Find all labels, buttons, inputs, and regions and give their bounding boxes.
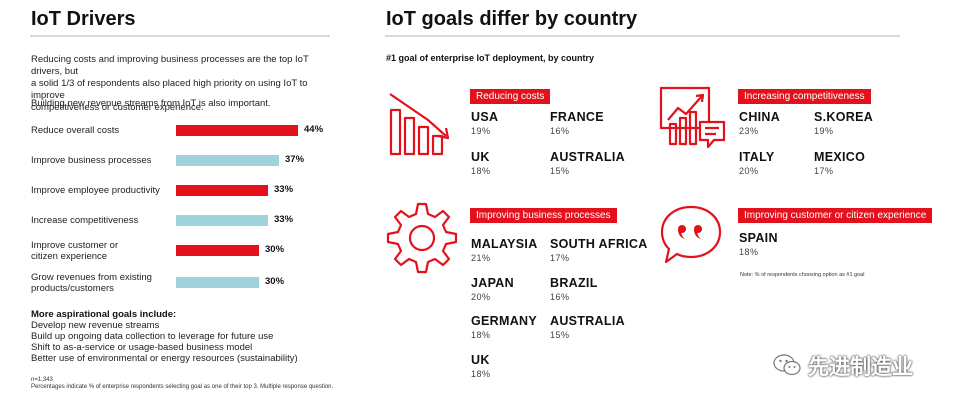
bar-category-label-line: Improve employee productivity bbox=[31, 185, 160, 196]
rising-chart-icon bbox=[659, 86, 726, 149]
country-pct: 23% bbox=[739, 126, 759, 136]
list-item: Shift to as-a-service or usage-based bus… bbox=[31, 342, 253, 353]
intro-paragraph-2: Building new revenue streams from IoT is… bbox=[31, 98, 271, 109]
country-name: GERMANY bbox=[471, 314, 537, 328]
bar-category-label: Improve customer or citizen experience bbox=[31, 240, 118, 262]
group-tag-reducing-costs: Reducing costs bbox=[470, 89, 551, 104]
more-goals-title: More aspirational goals include: bbox=[31, 309, 177, 320]
intro-line: a solid 1/3 of respondents also placed h… bbox=[31, 78, 308, 101]
bar-value-label: 30% bbox=[265, 276, 285, 287]
footnote: Percentages indicate % of enterprise res… bbox=[31, 384, 334, 390]
list-item: Better use of environmental or energy re… bbox=[31, 353, 298, 364]
country-name: FRANCE bbox=[550, 110, 604, 124]
bar bbox=[176, 245, 259, 256]
bar bbox=[176, 215, 268, 226]
group-tag-improving-business-processes: Improving business processes bbox=[470, 208, 617, 223]
bar-category-label-line: Improve customer or bbox=[31, 240, 119, 251]
bar-value-label: 44% bbox=[304, 124, 324, 135]
bar-category-label: Increase competitiveness bbox=[31, 215, 138, 226]
country-pct: 18% bbox=[471, 166, 491, 176]
country-name: SOUTH AFRICA bbox=[550, 237, 648, 251]
intro-line: competitiveness or customer experience. bbox=[31, 102, 204, 113]
group-tag-increasing-competitiveness: Increasing competitiveness bbox=[738, 89, 871, 104]
country-pct: 18% bbox=[471, 369, 491, 379]
bar-value-label: 33% bbox=[274, 214, 294, 225]
right-subtitle: #1 goal of enterprise IoT deployment, by… bbox=[386, 53, 595, 63]
sample-size: n=1,343 bbox=[31, 377, 53, 383]
country-pct: 21% bbox=[471, 253, 491, 263]
list-item: Develop new revenue streams bbox=[31, 320, 160, 331]
bar bbox=[176, 155, 279, 166]
country-pct: 15% bbox=[550, 166, 570, 176]
bar-value-label: 37% bbox=[285, 154, 305, 165]
speech-bubble-quote-icon bbox=[660, 205, 722, 264]
country-name: CHINA bbox=[739, 110, 781, 124]
country-pct: 19% bbox=[471, 126, 491, 136]
country-name: MALAYSIA bbox=[471, 237, 538, 251]
country-pct: 18% bbox=[739, 247, 759, 257]
country-name: UK bbox=[471, 353, 490, 367]
country-name: ITALY bbox=[739, 150, 775, 164]
bar-value-label: 30% bbox=[265, 244, 285, 255]
bar-category-label-line: Grow revenues from existing bbox=[31, 272, 152, 283]
gear-icon bbox=[386, 202, 458, 274]
country-pct: 19% bbox=[814, 126, 834, 136]
country-name: AUSTRALIA bbox=[550, 314, 625, 328]
bar-category-label-line: Increase competitiveness bbox=[31, 215, 139, 226]
country-pct: 17% bbox=[814, 166, 834, 176]
country-pct: 20% bbox=[739, 166, 759, 176]
country-name: S.KOREA bbox=[814, 110, 874, 124]
declining-bar-chart-icon bbox=[389, 93, 450, 156]
watermark-text: 先进制造业 bbox=[808, 356, 913, 379]
country-name: MEXICO bbox=[814, 150, 866, 164]
country-name: BRAZIL bbox=[550, 276, 598, 290]
bar-category-label: Grow revenues from existing products/cust… bbox=[31, 272, 152, 294]
right-note: Note: % of respondents choosing option a… bbox=[740, 272, 865, 278]
more-goals-list: Develop new revenue streams Build up ong… bbox=[31, 320, 298, 364]
country-name: USA bbox=[471, 110, 499, 124]
country-pct: 16% bbox=[550, 126, 570, 136]
bar-category-label-line: Reduce overall costs bbox=[31, 125, 120, 136]
country-pct: 18% bbox=[471, 330, 491, 340]
bar-value-label: 33% bbox=[274, 184, 294, 195]
list-item: Build up ongoing data collection to leve… bbox=[31, 331, 274, 342]
intro-line: Reducing costs and improving business pr… bbox=[31, 54, 309, 77]
bar-category-label-line: products/customers bbox=[31, 283, 114, 294]
country-pct: 17% bbox=[550, 253, 570, 263]
bar-category-label: Reduce overall costs bbox=[31, 125, 119, 136]
country-pct: 20% bbox=[471, 292, 491, 302]
bar-category-label-line: Improve business processes bbox=[31, 155, 152, 166]
right-title: IoT goals differ by country bbox=[386, 8, 638, 30]
country-pct: 16% bbox=[550, 292, 570, 302]
bar bbox=[176, 277, 259, 288]
bar-category-label-line: citizen experience bbox=[31, 251, 108, 262]
left-title: IoT Drivers bbox=[31, 8, 136, 30]
group-tag-improving-customer-experience: Improving customer or citizen experience bbox=[738, 208, 933, 223]
bar-category-label: Improve employee productivity bbox=[31, 185, 160, 196]
right-title-rule bbox=[385, 35, 900, 37]
bar bbox=[176, 185, 268, 196]
left-title-rule bbox=[30, 35, 330, 37]
country-name: UK bbox=[471, 150, 490, 164]
country-name: AUSTRALIA bbox=[550, 150, 625, 164]
intro-paragraph: Reducing costs and improving business pr… bbox=[31, 54, 341, 114]
bar-category-label: Improve business processes bbox=[31, 155, 151, 166]
bar bbox=[176, 125, 298, 136]
wechat-logo-icon bbox=[773, 354, 801, 376]
country-name: JAPAN bbox=[471, 276, 514, 290]
country-pct: 15% bbox=[550, 330, 570, 340]
country-name: SPAIN bbox=[739, 231, 778, 245]
